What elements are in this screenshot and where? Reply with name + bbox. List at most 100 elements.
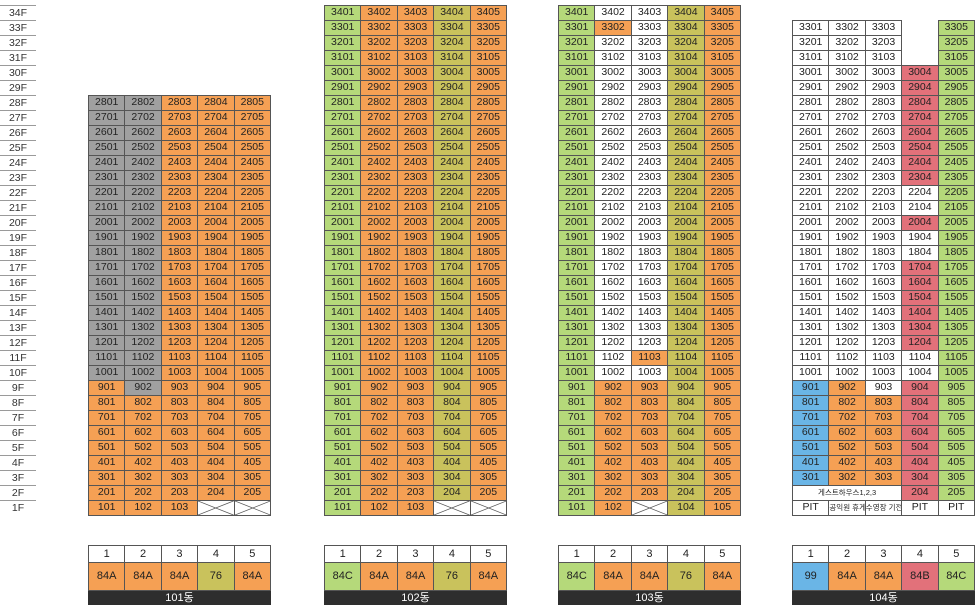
- unit-cell: 2405: [469, 155, 507, 171]
- unit-cell: 1104: [667, 350, 705, 366]
- unit-cell: 2805: [703, 95, 741, 111]
- unit-cell: 703: [864, 410, 903, 426]
- unit-cell: 403: [396, 455, 435, 471]
- unit-cell: 1102: [360, 350, 398, 366]
- unit-cell: 2705: [703, 110, 741, 126]
- unit-cell: 2404: [901, 155, 939, 171]
- unit-cell: 2202: [360, 185, 398, 201]
- unit-cell: 1701: [88, 260, 126, 276]
- unit-cell: 305: [703, 470, 741, 486]
- unit-cell: 603: [160, 425, 199, 441]
- unit-cell: 2305: [937, 170, 975, 186]
- unit-cell: 304: [667, 470, 705, 486]
- unit-cell: 2301: [558, 170, 596, 186]
- unit-cell: 603: [630, 425, 669, 441]
- unit-cell: 2404: [667, 155, 705, 171]
- unit-cell: 1404: [197, 305, 235, 321]
- unit-cell: 2505: [937, 140, 975, 156]
- unit-cell: 1405: [937, 305, 975, 321]
- unit-cell: 1105: [233, 350, 271, 366]
- unit-cell: 1605: [233, 275, 271, 291]
- unit-cell: 1202: [360, 335, 398, 351]
- unit-cell: 303: [864, 470, 903, 486]
- unit-cell: 1003: [864, 365, 903, 381]
- unit-cell: 1703: [396, 260, 435, 276]
- unit-cell: 904: [197, 380, 235, 396]
- unit-cell: 901: [792, 380, 830, 396]
- unit-cell: 604: [433, 425, 471, 441]
- unit-cell: 3004: [667, 65, 705, 81]
- unit-cell: 1901: [792, 230, 830, 246]
- legend-line-number: 5: [703, 545, 741, 563]
- unit-cell: 1702: [360, 260, 398, 276]
- unit-cell: 704: [433, 410, 471, 426]
- unit-cell: 2304: [197, 170, 235, 186]
- unit-cell: 603: [396, 425, 435, 441]
- unit-cell: 3103: [396, 50, 435, 66]
- unit-cell: 3302: [360, 20, 398, 36]
- unit-cell: 2601: [558, 125, 596, 141]
- unit-cell: 2505: [703, 140, 741, 156]
- unit-cell: 2603: [630, 125, 669, 141]
- legend-line-number: 5: [233, 545, 271, 563]
- unit-cell: 3401: [324, 5, 362, 21]
- unit-cell: 2203: [160, 185, 199, 201]
- unit-cell: 2104: [667, 200, 705, 216]
- unit-cell: 2001: [792, 215, 830, 231]
- unit-cell: 1305: [703, 320, 741, 336]
- unit-cell: 505: [703, 440, 741, 456]
- unit-cell: 1102: [124, 350, 162, 366]
- floor-label: 11F: [0, 350, 36, 365]
- unit-cell: 403: [160, 455, 199, 471]
- unit-cell: 2601: [792, 125, 830, 141]
- unit-cell: 405: [937, 455, 975, 471]
- unit-cell: 302: [594, 470, 632, 486]
- legend-unit-type: 84A: [864, 562, 903, 591]
- unit-cell: 1602: [828, 275, 866, 291]
- unit-cell: 3101: [558, 50, 596, 66]
- unit-cell: 904: [901, 380, 939, 396]
- unit-cell: 1402: [828, 305, 866, 321]
- unit-cell: 303: [630, 470, 669, 486]
- legend-line-number: 3: [396, 545, 435, 563]
- unit-cell: 1001: [88, 365, 126, 381]
- unit-cell: 1305: [937, 320, 975, 336]
- unit-cell: 2701: [324, 110, 362, 126]
- unit-cell: 702: [360, 410, 398, 426]
- legend-unit-type: 76: [667, 562, 705, 591]
- unit-cell: 105: [703, 500, 741, 516]
- unit-cell: 602: [360, 425, 398, 441]
- unit-cell: 2603: [864, 125, 903, 141]
- unit-cell: 205: [703, 485, 741, 501]
- unit-cell: 205: [233, 485, 271, 501]
- unit-cell: 2804: [433, 95, 471, 111]
- unit-cell: 3202: [594, 35, 632, 51]
- unit-cell: 2002: [828, 215, 866, 231]
- legend-unit-type: 84A: [360, 562, 398, 591]
- unit-cell: 2004: [901, 215, 939, 231]
- unit-cell: 701: [324, 410, 362, 426]
- unit-cell: 1403: [396, 305, 435, 321]
- unit-cell: 1601: [88, 275, 126, 291]
- floor-label: 23F: [0, 170, 36, 185]
- unit-cell: 2001: [558, 215, 596, 231]
- unit-cell: 2701: [88, 110, 126, 126]
- unit-cell: 1803: [160, 245, 199, 261]
- unit-cell: 1302: [828, 320, 866, 336]
- unit-cell: 2801: [88, 95, 126, 111]
- unit-cell: 1104: [433, 350, 471, 366]
- unit-cell: 1402: [360, 305, 398, 321]
- legend-line-number: 3: [630, 545, 669, 563]
- unit-cell: 1002: [124, 365, 162, 381]
- unit-cell: 1004: [197, 365, 235, 381]
- unit-cell: 3005: [703, 65, 741, 81]
- unit-cell: 1701: [558, 260, 596, 276]
- unit-cell: 902: [828, 380, 866, 396]
- unit-cell: 402: [360, 455, 398, 471]
- unit-cell: 2703: [160, 110, 199, 126]
- unit-cell: 1001: [792, 365, 830, 381]
- building-name: 103동: [558, 591, 741, 605]
- unit-cell: 2605: [703, 125, 741, 141]
- unit-cell: 2604: [901, 125, 939, 141]
- unit-cell: 805: [703, 395, 741, 411]
